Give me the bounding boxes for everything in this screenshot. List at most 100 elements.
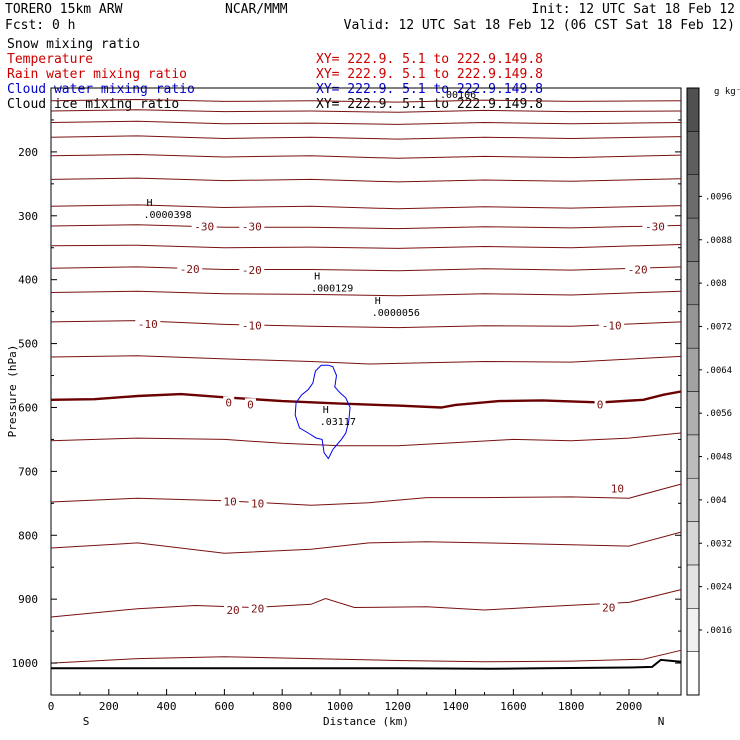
colorbar-bin [686,131,700,175]
isotherm-line [50,135,682,140]
temperature-label: 10 [224,495,237,508]
maximum-marker: H [146,198,152,209]
y-tick-label: 500 [18,338,38,351]
colorbar-bin [686,304,700,349]
colorbar-tick-label: .0096 [705,192,732,202]
maximum-value: .0000398 [143,210,191,221]
temperature-label-bg [599,319,625,332]
temperature-label-bg [191,220,217,233]
org-label: NCAR/MMM [225,2,288,17]
temperature-label-bg [223,396,235,409]
temperature-label: -10 [138,318,158,331]
temperature-label: -30 [645,221,665,234]
isotherm-line [50,290,682,297]
colorbar-bin [686,564,700,609]
colorbar-frame [686,87,700,696]
legend-field-name: Rain water mixing ratio [7,67,187,82]
temperature-label: -20 [242,264,262,277]
temperature-label-bg [248,497,267,510]
colorbar-tick-label: .0088 [705,236,732,246]
colorbar-bin [686,347,700,392]
temperature-label-bg [177,262,203,275]
temperature-label: 20 [251,603,264,616]
temperature-label: -30 [194,221,214,234]
x-axis-label: Distance (km) [323,715,409,728]
y-tick-label: 600 [18,401,38,414]
colorbar-tick-label: .0032 [705,539,732,549]
isotherm-line [50,153,682,159]
y-tick-label: 300 [18,210,38,223]
colorbar-tick-label: .0072 [705,322,732,332]
isotherm-line [50,204,682,210]
x-tick-label: 600 [214,700,234,713]
isotherm-line [50,98,682,103]
temperature-label-bg [608,482,627,495]
y-tick-label: 1000 [12,657,39,670]
colorbar-bin [686,174,700,219]
x-tick-label: 1600 [500,700,527,713]
forecast-hour: Fcst: 0 h [5,18,75,33]
x-tick-label: 0 [48,700,55,713]
init-time: Init: 12 UTC Sat 18 Feb 12 [532,2,736,17]
plot-frame [50,87,682,696]
colorbar-bin [686,217,700,262]
isotherm-lines [50,98,682,664]
cloud-water-group [294,364,351,460]
maximum-marker: H [314,272,320,283]
temperature-label: 10 [251,497,264,510]
isotherm-line [50,224,682,230]
isotherm-line [50,432,682,447]
x-axis: 0 200 400 600 800 1000 1200 1400 1600 1800 2000 [48,689,659,713]
colorbar-tick-label: .0064 [705,366,732,376]
temperature-label: 10 [611,483,624,496]
isotherm-line [50,177,682,183]
isotherm-line [50,266,682,272]
temperature-label-bg [239,220,265,233]
maximum-marker: H [375,296,381,307]
y-tick-label: 800 [18,529,38,542]
temperature-label: -10 [242,320,262,333]
temperature-label-bg [599,601,618,614]
cloud-water-contour [294,364,351,460]
legend-field-name: Snow mixing ratio [7,37,140,52]
legend-field-section: XY= 222.9. 5.1 to 222.9.149.8 [316,52,543,67]
legend-field-section: XY= 222.9. 5.1 to 222.9.149.8 [316,67,543,82]
isotherm-line [50,109,682,113]
colorbar-tick-label: .008 [705,279,727,289]
temperature-label-bg [594,398,606,411]
temperature-label: 0 [247,398,254,411]
temperature-label-bg [248,602,267,615]
maximum-value: .000129 [311,284,353,295]
isotherm-line [50,483,682,506]
temperature-labels: -30 -30 -30 -20 -20 -20 -10 -10 -10 0 0 0 10 10 10 20 20… [135,220,668,617]
colorbar-bin [686,608,700,652]
colorbar-bin [686,521,700,566]
isotherm-line [50,120,682,125]
isotherm-line [50,589,682,618]
temperature-label: -20 [628,263,648,276]
isotherm-line [50,355,682,365]
terrain-line [51,658,682,670]
temperature-label: -20 [180,263,200,276]
temperature-label-bg [239,319,265,332]
x-tick-label: 1800 [558,700,585,713]
temperature-label-bg [221,495,240,508]
temperature-label-bg [642,220,668,233]
valid-time: Valid: 12 UTC Sat 18 Feb 12 (06 CST Sat … [344,18,735,33]
isotherm-line [50,649,682,664]
maximum-marker: H [323,405,329,416]
colorbar-bin [686,391,700,436]
temperature-label: 20 [226,604,239,617]
x-tick-label: 1200 [385,700,412,713]
colorbar-bin [686,434,700,479]
colorbar: .0016 .0024 .0032 .004 .0048 .0056 .0064 .0072.… [686,87,732,696]
temperature-label-bg [239,264,265,277]
model-title: TORERO 15km ARW [5,2,123,17]
colorbar-bin [686,651,700,696]
x-tick-label: 200 [99,700,119,713]
colorbar-bin [686,477,700,522]
